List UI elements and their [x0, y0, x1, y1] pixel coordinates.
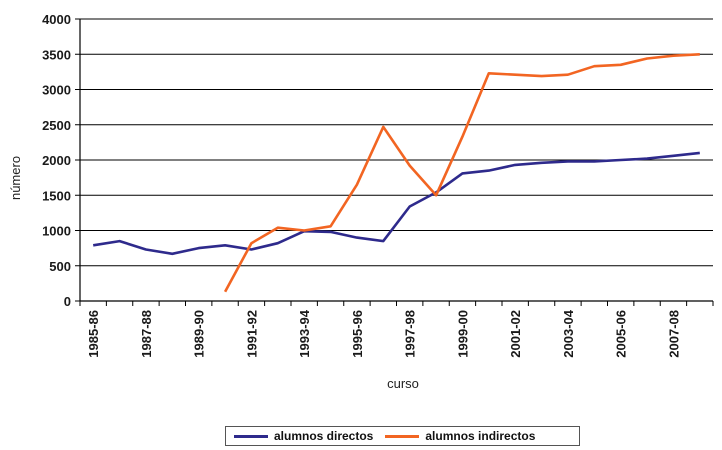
x-tick-label: 2003-04 — [561, 309, 576, 357]
legend-swatch-indirectos — [385, 434, 420, 438]
series-line-indirectos — [223, 53, 700, 293]
x-tick-label: 1989-90 — [192, 310, 207, 358]
axes — [79, 19, 713, 302]
series-line-directos — [92, 151, 700, 256]
x-tick-label: 1995-96 — [350, 310, 365, 358]
x-axis-title: curso — [387, 376, 419, 391]
series-lines — [92, 53, 700, 293]
x-axis-ticks: 1985-86 1987-88 1989-90 1991-92 1993-94 1995-… — [79, 301, 714, 358]
legend-entry-indirectos: alumnos indirectos — [385, 429, 535, 443]
x-tick-label: 1985-86 — [86, 310, 101, 358]
y-tick-label: 3000 — [42, 83, 71, 98]
y-tick-label: 4000 — [42, 12, 71, 27]
y-tick-label: 1500 — [42, 188, 71, 203]
x-tick-label: 2007-08 — [666, 310, 681, 358]
x-tick-label: 1999-00 — [455, 310, 470, 358]
x-tick-label: 2005-06 — [614, 310, 629, 358]
y-tick-label: 2000 — [42, 153, 71, 168]
y-axis-title: número — [8, 156, 23, 200]
x-tick-label: 1993-94 — [297, 309, 312, 357]
y-tick-label: 0 — [64, 294, 71, 309]
y-tick-label: 2500 — [42, 118, 71, 133]
legend-swatch-directos — [234, 434, 268, 438]
legend-label-directos: alumnos directos — [274, 429, 374, 443]
x-tick-label: 1991-92 — [244, 310, 259, 358]
y-tick-label: 3500 — [42, 47, 71, 62]
legend-label-indirectos: alumnos indirectos — [425, 429, 536, 443]
x-tick-label: 1987-88 — [139, 310, 154, 358]
y-tick-label: 1000 — [42, 224, 71, 239]
y-tick-label: 500 — [49, 259, 71, 274]
y-axis-ticks: 0 500 1000 1500 2000 2500 3000 3500 4000 — [42, 12, 80, 309]
x-tick-label: 1997-98 — [403, 310, 418, 358]
grid-lines — [80, 18, 713, 267]
x-tick-label: 2001-02 — [508, 310, 523, 358]
legend-entry-directos: alumnos directos — [234, 429, 373, 443]
legend: alumnos directos alumnos indirectos — [225, 426, 580, 446]
